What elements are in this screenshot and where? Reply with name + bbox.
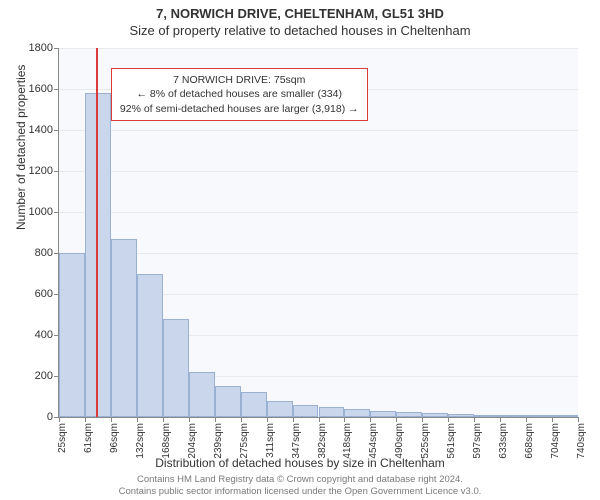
histogram-bar [267,401,293,417]
xtick-label: 96sqm [109,423,120,453]
histogram-bar [552,415,578,417]
xtick-mark [293,417,294,422]
xtick-label: 418sqm [342,423,353,459]
ytick-label: 1400 [29,124,53,136]
xtick-label: 204sqm [187,423,198,459]
xtick-mark [111,417,112,422]
histogram-bar [241,392,267,417]
ytick-label: 400 [35,329,53,341]
ytick-mark [54,89,59,90]
xtick-mark [448,417,449,422]
xtick-label: 61sqm [83,423,94,453]
title-line1: 7, NORWICH DRIVE, CHELTENHAM, GL51 3HD [0,6,600,21]
xtick-mark [370,417,371,422]
ytick-label: 600 [35,288,53,300]
ytick-mark [54,171,59,172]
histogram-bar [111,239,137,417]
x-axis-label: Distribution of detached houses by size … [0,456,600,470]
chart-area: 02004006008001000120014001600180025sqm61… [58,48,578,418]
histogram-bar [526,415,552,417]
histogram-bar [293,405,319,417]
xtick-label: 168sqm [161,423,172,459]
annotation-line3: 92% of semi-detached houses are larger (… [120,102,359,116]
ytick-mark [54,130,59,131]
histogram-bar [137,274,163,418]
xtick-mark [578,417,579,422]
reference-line [96,48,98,417]
footer: Contains HM Land Registry data © Crown c… [0,474,600,498]
ytick-label: 1200 [29,165,53,177]
gridline [59,130,578,131]
xtick-label: 597sqm [472,423,483,459]
xtick-label: 561sqm [446,423,457,459]
gridline [59,253,578,254]
ytick-mark [54,48,59,49]
histogram-bar [500,415,526,417]
histogram-bar [370,411,396,417]
y-axis-label: Number of detached properties [14,65,28,230]
ytick-label: 800 [35,247,53,259]
histogram-bar [448,414,474,417]
ytick-label: 1800 [29,42,53,54]
xtick-mark [137,417,138,422]
xtick-label: 704sqm [550,423,561,459]
footer-line2: Contains public sector information licen… [0,486,600,498]
annotation-line1: 7 NORWICH DRIVE: 75sqm [120,73,359,87]
xtick-mark [59,417,60,422]
xtick-mark [215,417,216,422]
xtick-mark [422,417,423,422]
histogram-bar [344,409,370,417]
ytick-label: 0 [47,411,53,423]
xtick-mark [267,417,268,422]
plot-area: 02004006008001000120014001600180025sqm61… [58,48,578,418]
xtick-label: 132sqm [135,423,146,459]
xtick-label: 525sqm [420,423,431,459]
histogram-bar [163,319,189,417]
gridline [59,48,578,49]
ytick-label: 1000 [29,206,53,218]
xtick-mark [500,417,501,422]
xtick-mark [552,417,553,422]
xtick-label: 490sqm [394,423,405,459]
footer-line1: Contains HM Land Registry data © Crown c… [0,474,600,486]
title-line2: Size of property relative to detached ho… [0,23,600,38]
xtick-mark [396,417,397,422]
chart-title-block: 7, NORWICH DRIVE, CHELTENHAM, GL51 3HD S… [0,0,600,38]
histogram-bar [59,253,85,417]
gridline [59,212,578,213]
xtick-label: 740sqm [576,423,587,459]
xtick-mark [474,417,475,422]
histogram-bar [396,412,422,417]
histogram-bar [474,415,500,417]
xtick-mark [85,417,86,422]
xtick-label: 239sqm [213,423,224,459]
xtick-label: 633sqm [498,423,509,459]
ytick-label: 200 [35,370,53,382]
gridline [59,171,578,172]
xtick-mark [163,417,164,422]
histogram-bar [319,407,345,417]
xtick-label: 668sqm [524,423,535,459]
xtick-mark [344,417,345,422]
xtick-mark [526,417,527,422]
histogram-bar [422,413,448,417]
annotation-line2: ← 8% of detached houses are smaller (334… [120,87,359,101]
xtick-mark [189,417,190,422]
xtick-mark [319,417,320,422]
histogram-bar [215,386,241,417]
xtick-label: 311sqm [265,423,276,458]
xtick-label: 454sqm [368,423,379,459]
xtick-label: 347sqm [291,423,302,459]
xtick-mark [241,417,242,422]
xtick-label: 275sqm [239,423,250,459]
ytick-mark [54,212,59,213]
xtick-label: 382sqm [317,423,328,459]
xtick-label: 25sqm [57,423,68,453]
annotation-box: 7 NORWICH DRIVE: 75sqm← 8% of detached h… [111,68,368,121]
ytick-label: 1600 [29,83,53,95]
histogram-bar [189,372,215,417]
